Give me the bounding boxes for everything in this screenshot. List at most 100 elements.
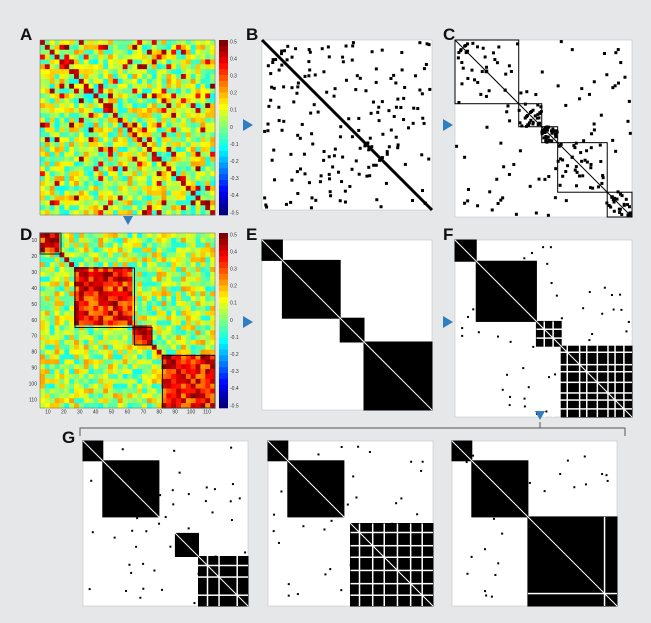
stripe bbox=[536, 328, 632, 330]
heat-cell bbox=[93, 112, 99, 119]
heat-cell bbox=[78, 59, 85, 65]
heat-cell bbox=[210, 393, 216, 399]
heat-cell bbox=[161, 195, 167, 201]
heat-cell bbox=[59, 349, 65, 355]
heat-cell bbox=[74, 142, 80, 148]
heat-cell bbox=[205, 364, 211, 370]
heat-cell bbox=[142, 257, 148, 263]
heat-cell bbox=[180, 305, 187, 312]
heat-cell bbox=[59, 161, 65, 167]
heat-cell bbox=[54, 88, 60, 94]
edge bbox=[574, 184, 578, 188]
heat-cell bbox=[44, 301, 51, 307]
edge bbox=[403, 162, 407, 166]
heat-cell bbox=[74, 180, 80, 187]
heat-cell bbox=[137, 103, 143, 109]
heat-cell bbox=[93, 242, 99, 248]
heat-cell bbox=[200, 44, 206, 51]
heat-cell bbox=[78, 112, 85, 119]
heat-cell bbox=[171, 171, 177, 177]
heat-cell bbox=[122, 276, 128, 282]
heat-cell bbox=[93, 151, 99, 157]
heat-cell bbox=[127, 393, 133, 399]
heat-cell bbox=[112, 339, 119, 346]
heat-cell bbox=[103, 93, 109, 99]
y-tick-label: 30 bbox=[31, 270, 37, 276]
heat-cell bbox=[151, 93, 157, 99]
edge bbox=[164, 516, 167, 519]
heat-cell bbox=[112, 44, 119, 51]
heat-cell bbox=[40, 69, 46, 75]
heat-cell bbox=[151, 137, 157, 143]
heat-cell bbox=[156, 161, 162, 167]
heat-cell bbox=[40, 146, 46, 153]
heat-cell bbox=[185, 325, 191, 331]
heat-cell bbox=[40, 233, 46, 239]
heat-cell bbox=[142, 344, 148, 350]
edge bbox=[296, 461, 299, 464]
edge bbox=[526, 123, 530, 127]
edge bbox=[564, 170, 568, 174]
edge bbox=[158, 522, 161, 525]
heat-cell bbox=[166, 44, 172, 51]
heat-cell bbox=[108, 176, 114, 182]
heat-cell bbox=[142, 83, 148, 89]
heat-cell bbox=[117, 200, 123, 206]
heat-cell bbox=[112, 267, 119, 273]
heat-cell bbox=[103, 74, 109, 80]
heat-cell bbox=[88, 373, 94, 380]
heat-cell bbox=[83, 176, 89, 182]
heat-cell bbox=[40, 40, 46, 46]
heat-cell bbox=[44, 74, 51, 80]
edge bbox=[139, 596, 142, 599]
heat-cell bbox=[190, 205, 196, 211]
heat-cell bbox=[49, 210, 55, 216]
heat-cell bbox=[54, 122, 60, 128]
heat-cell bbox=[161, 349, 167, 355]
heat-cell bbox=[151, 210, 157, 216]
heat-cell bbox=[171, 122, 177, 128]
heat-cell bbox=[98, 364, 104, 370]
stripe bbox=[396, 523, 399, 606]
edge bbox=[466, 572, 469, 575]
heat-cell bbox=[117, 180, 123, 187]
heat-cell bbox=[108, 40, 114, 46]
heat-cell bbox=[132, 132, 138, 138]
heat-cell bbox=[132, 393, 138, 399]
heat-cell bbox=[132, 247, 138, 253]
heat-cell bbox=[132, 161, 138, 167]
edge bbox=[213, 488, 216, 491]
heat-cell bbox=[151, 296, 157, 302]
heat-cell bbox=[210, 330, 216, 336]
heat-cell bbox=[146, 247, 153, 253]
heat-cell bbox=[205, 69, 211, 75]
heat-cell bbox=[210, 373, 216, 380]
colorbar-cell bbox=[219, 250, 228, 257]
heat-cell bbox=[44, 310, 51, 316]
heat-cell bbox=[40, 281, 46, 287]
heat-cell bbox=[69, 335, 75, 341]
edge bbox=[328, 190, 332, 194]
colorbar-cell bbox=[219, 384, 228, 391]
heat-cell bbox=[103, 344, 109, 350]
colorbar-tick-label: -0.4 bbox=[230, 193, 239, 199]
heat-cell bbox=[156, 200, 162, 206]
heat-cell bbox=[59, 44, 65, 51]
edge bbox=[145, 530, 148, 533]
edge bbox=[307, 181, 311, 185]
heat-cell bbox=[195, 171, 201, 177]
heat-cell bbox=[98, 301, 104, 307]
heat-cell bbox=[156, 108, 162, 114]
heat-cell bbox=[210, 359, 216, 365]
edge bbox=[327, 55, 331, 59]
edge bbox=[411, 199, 415, 203]
heat-cell bbox=[69, 59, 75, 65]
heat-cell bbox=[132, 44, 138, 51]
heat-cell bbox=[176, 383, 182, 389]
stripe bbox=[206, 533, 209, 606]
edge bbox=[289, 152, 293, 156]
heat-cell bbox=[74, 237, 80, 244]
heat-cell bbox=[200, 242, 206, 248]
heat-cell bbox=[69, 112, 75, 119]
edge bbox=[485, 594, 488, 597]
